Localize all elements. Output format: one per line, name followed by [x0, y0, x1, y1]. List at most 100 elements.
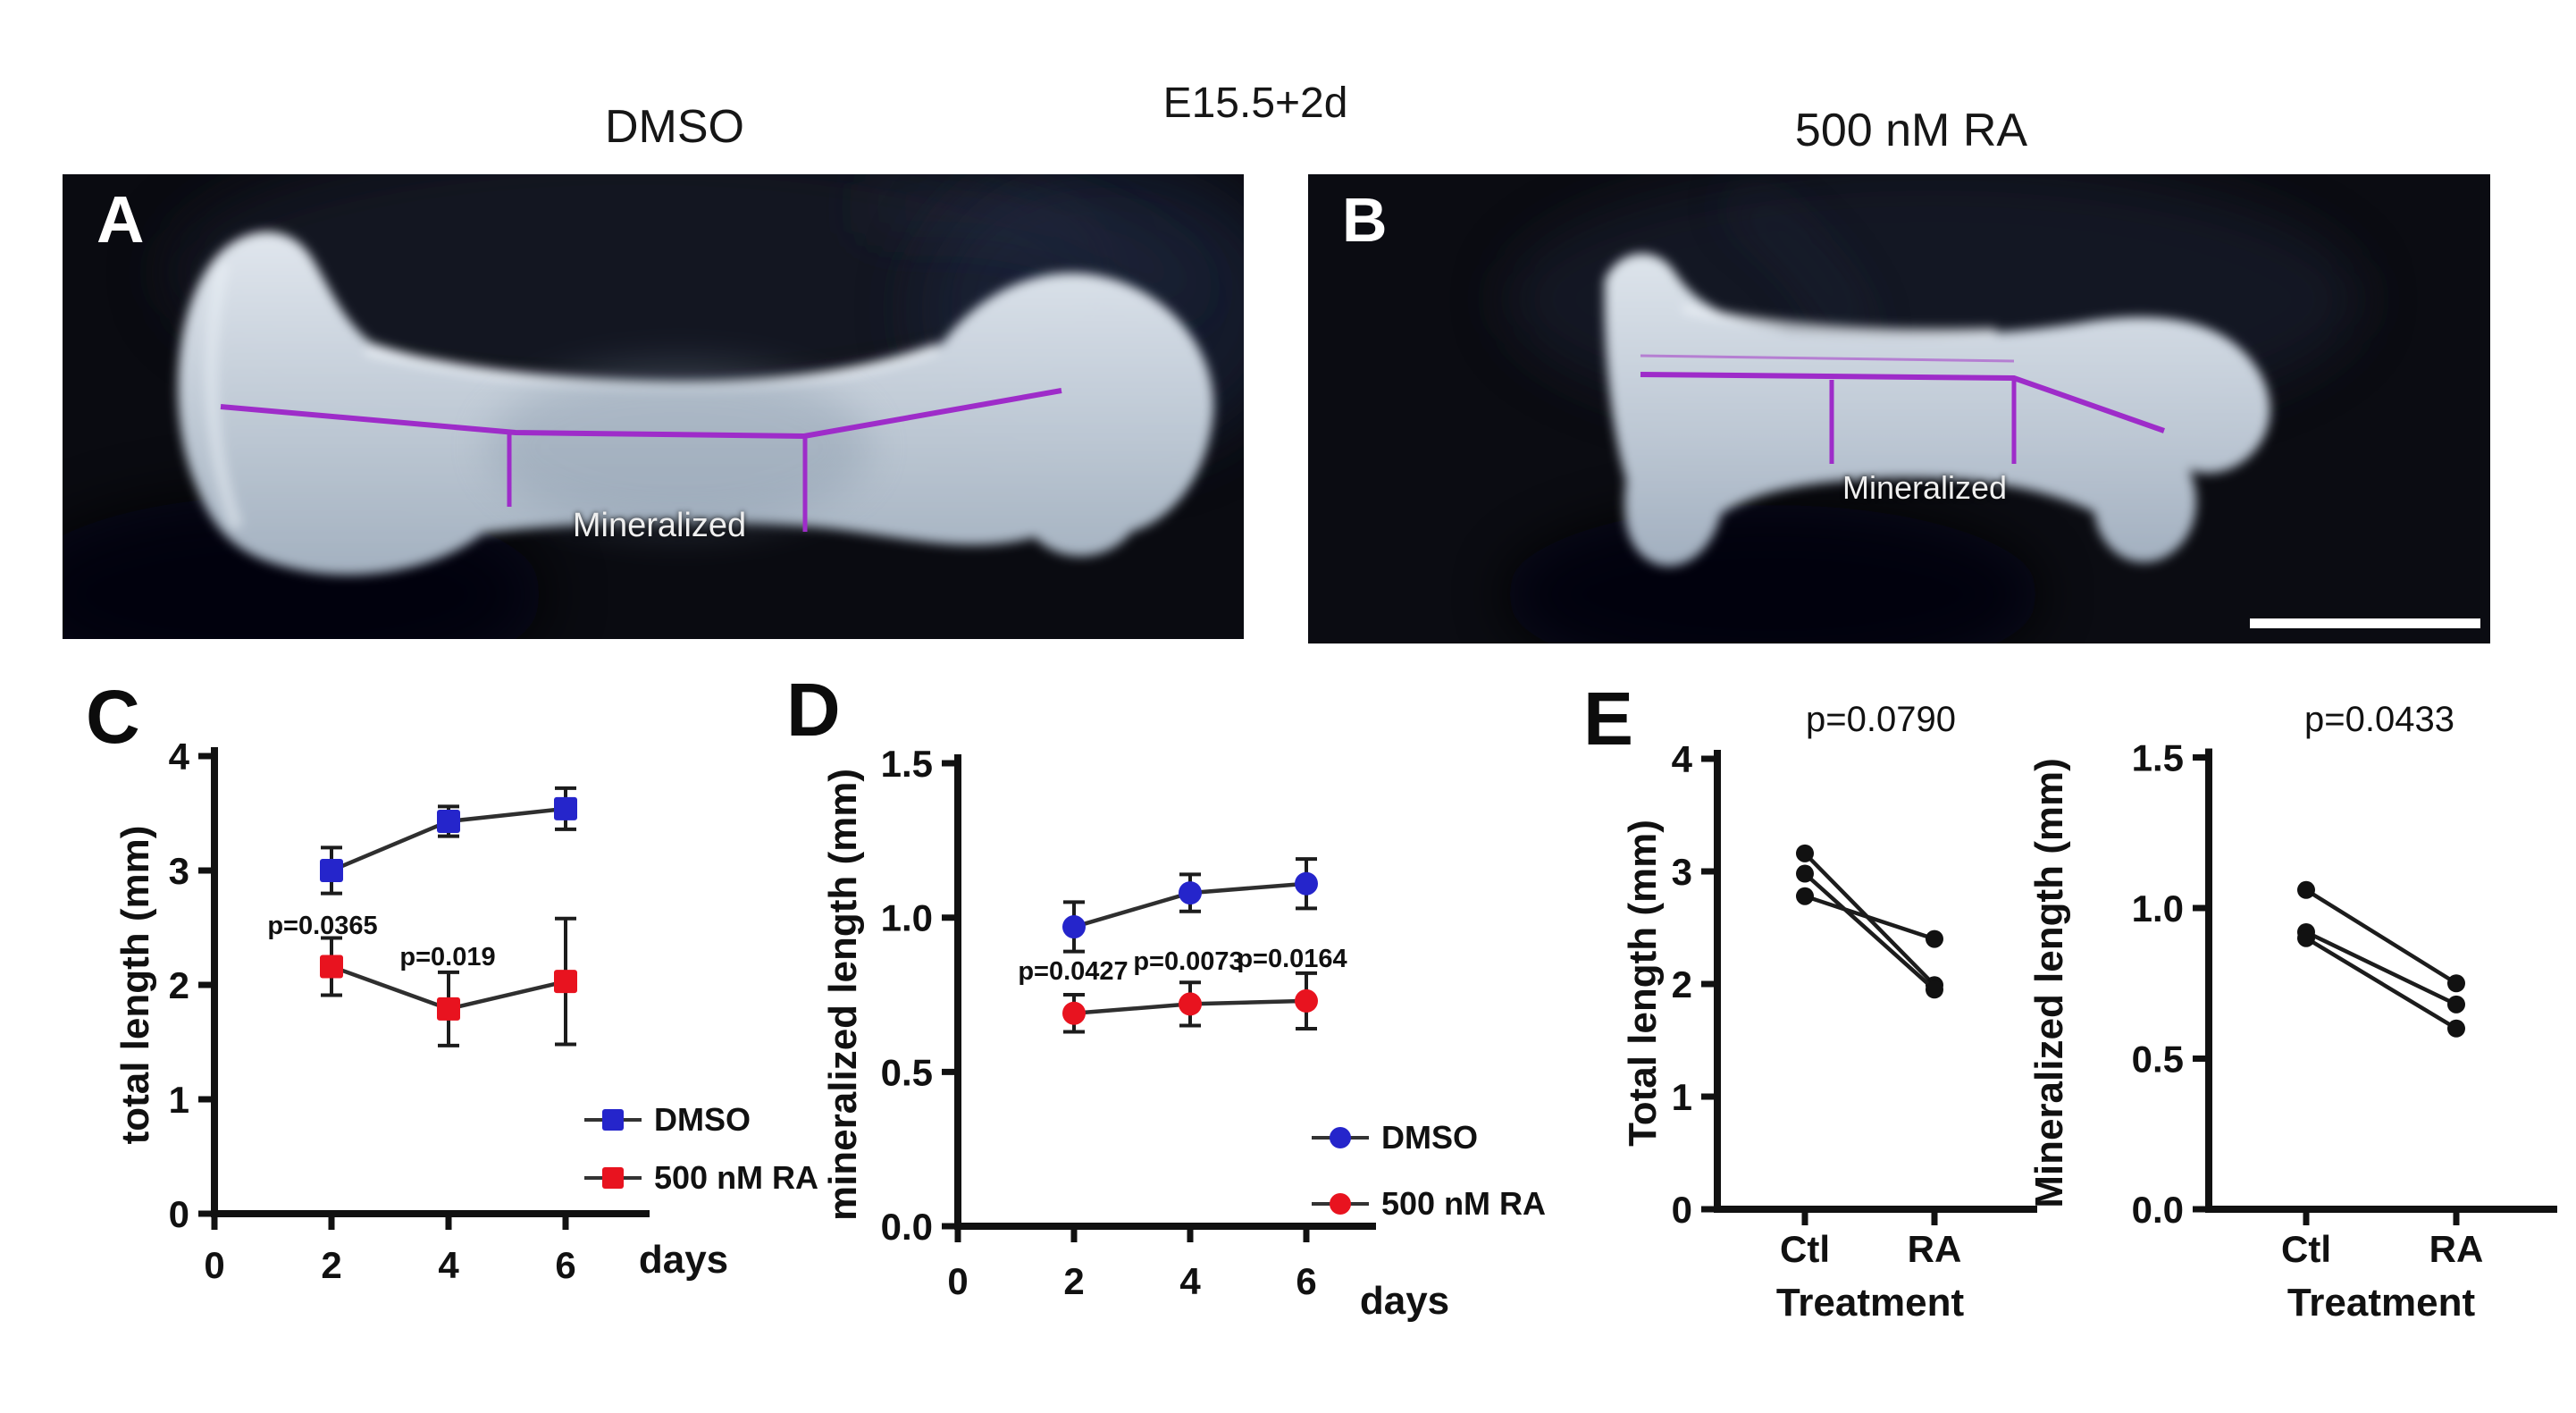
p-value-annotation: p=0.0365	[267, 912, 377, 940]
chart-total-length-timecourse: 0 1 2 3 4 0 2 4 6 total length (mm) days DMSO 500 nM…	[113, 736, 818, 1286]
y-tick-label: 0	[1672, 1189, 1692, 1231]
y-tick-label: 2	[169, 964, 189, 1006]
panel-d-letter: D	[786, 668, 841, 752]
panel-a-letter: A	[96, 182, 145, 257]
treatment-title-ra: 500 nM RA	[1794, 105, 2028, 156]
data-point	[1295, 988, 1318, 1013]
series-dmso	[1062, 857, 1318, 954]
measurement-lines-b	[1640, 354, 2165, 464]
data-point	[437, 809, 460, 833]
y-tick-label: 1.0	[881, 897, 933, 939]
x-tick-label: 2	[1063, 1260, 1084, 1302]
data-point	[1179, 992, 1202, 1016]
panel-b-photo: B Mineralized	[1308, 174, 2490, 643]
p-value-annotation: p=0.0073	[1133, 947, 1243, 976]
y-tick-label: 4	[169, 736, 190, 778]
measurement-lines-a	[220, 388, 1062, 532]
data-point	[2297, 880, 2315, 899]
data-point	[1796, 844, 1814, 862]
x-tick-label: Ctl	[1780, 1228, 1830, 1270]
series-dmso	[320, 786, 577, 896]
data-point	[1295, 871, 1318, 896]
data-point	[554, 970, 577, 994]
series-500-nm-ra	[320, 916, 577, 1047]
series-500-nm-ra	[1062, 971, 1318, 1034]
y-tick-label: 1	[169, 1079, 189, 1121]
data-point	[1926, 980, 1943, 999]
x-tick-label: 6	[555, 1244, 575, 1286]
y-tick-label: 0	[169, 1193, 189, 1235]
data-point	[1062, 1001, 1086, 1025]
chart-total-length-paired: 0 1 2 3 4 Ctl RA Total length (mm) Treatment p=0.…	[1621, 700, 2037, 1325]
data-point	[2447, 974, 2465, 993]
x-axis-label: days	[1360, 1279, 1449, 1323]
p-value-title: p=0.0790	[1806, 700, 1956, 739]
legend-label: 500 nM RA	[654, 1159, 818, 1196]
p-value-annotation: p=0.019	[399, 943, 495, 971]
y-tick-label: 0.0	[881, 1206, 933, 1248]
y-axis-label: Mineralized length (mm)	[2027, 758, 2071, 1208]
y-axis-label: Total length (mm)	[1621, 820, 1665, 1147]
y-tick-label: 0.5	[2132, 1039, 2184, 1081]
x-tick-label: 0	[947, 1260, 968, 1302]
panel-b-letter: B	[1342, 185, 1388, 255]
y-tick-label: 2	[1672, 963, 1692, 1005]
y-tick-label: 1.5	[2132, 737, 2184, 779]
data-point	[1926, 929, 1943, 948]
stage-title: E15.5+2d	[1162, 80, 1348, 127]
p-value-annotation: p=0.0164	[1237, 945, 1347, 973]
x-axis-label: Treatment	[2287, 1281, 2476, 1325]
data-point	[320, 859, 343, 882]
panel-c-letter: C	[86, 675, 140, 759]
data-point	[2447, 995, 2465, 1013]
legend: DMSO 500 nM RA	[1312, 1119, 1546, 1222]
data-point	[437, 997, 460, 1021]
x-axis-label: Treatment	[1776, 1281, 1965, 1325]
treatment-title-dmso: DMSO	[605, 101, 744, 153]
scale-bar	[2250, 618, 2480, 628]
y-tick-label: 1.0	[2132, 887, 2184, 929]
data-point	[2447, 1019, 2465, 1038]
p-value-title: p=0.0433	[2304, 700, 2454, 739]
legend-label: DMSO	[654, 1101, 751, 1138]
bone-image-a	[63, 174, 1244, 639]
panel-e-letter: E	[1583, 677, 1634, 761]
p-value-annotation: p=0.0427	[1018, 957, 1128, 986]
x-tick-label: 4	[438, 1244, 459, 1286]
y-tick-label: 3	[1672, 851, 1692, 893]
legend-label: DMSO	[1381, 1119, 1478, 1156]
x-tick-label: 0	[204, 1244, 224, 1286]
y-tick-label: 4	[1672, 738, 1693, 780]
x-tick-label: 4	[1179, 1260, 1201, 1302]
x-tick-label: 6	[1296, 1260, 1316, 1302]
chart-mineralized-length-paired: 0.0 0.5 1.0 1.5 Ctl RA Mineralized length (mm)…	[2027, 700, 2557, 1325]
data-point	[1179, 881, 1202, 905]
data-point	[2297, 929, 2315, 947]
x-axis-label: days	[639, 1238, 728, 1282]
x-tick-label: RA	[1908, 1228, 1962, 1270]
x-tick-label: 2	[321, 1244, 341, 1286]
y-tick-label: 1.5	[881, 743, 933, 785]
mineralized-label-a: Mineralized	[572, 507, 747, 544]
y-axis-label: total length (mm)	[113, 826, 157, 1145]
legend: DMSO 500 nM RA	[584, 1101, 818, 1196]
x-tick-label: Ctl	[2281, 1228, 2331, 1270]
y-tick-label: 0.5	[881, 1051, 933, 1093]
data-point	[320, 955, 343, 979]
y-axis-label: mineralized length (mm)	[821, 769, 865, 1221]
data-point	[1062, 915, 1086, 939]
mineralized-label-b: Mineralized	[1842, 469, 2008, 506]
x-tick-label: RA	[2429, 1228, 2484, 1270]
bone-image-b	[1308, 174, 2490, 643]
y-tick-label: 1	[1672, 1076, 1692, 1118]
data-point	[1796, 864, 1814, 883]
chart-mineralized-length-timecourse: 0.0 0.5 1.0 1.5 0 2 4 6 mineralized length (mm) d…	[821, 743, 1546, 1323]
panel-a-photo: A Mineralized	[63, 174, 1244, 639]
data-point	[554, 796, 577, 820]
bone-shape-b	[1604, 253, 2270, 567]
y-tick-label: 0.0	[2132, 1189, 2184, 1231]
legend-label: 500 nM RA	[1381, 1185, 1546, 1222]
y-tick-label: 3	[169, 850, 189, 892]
